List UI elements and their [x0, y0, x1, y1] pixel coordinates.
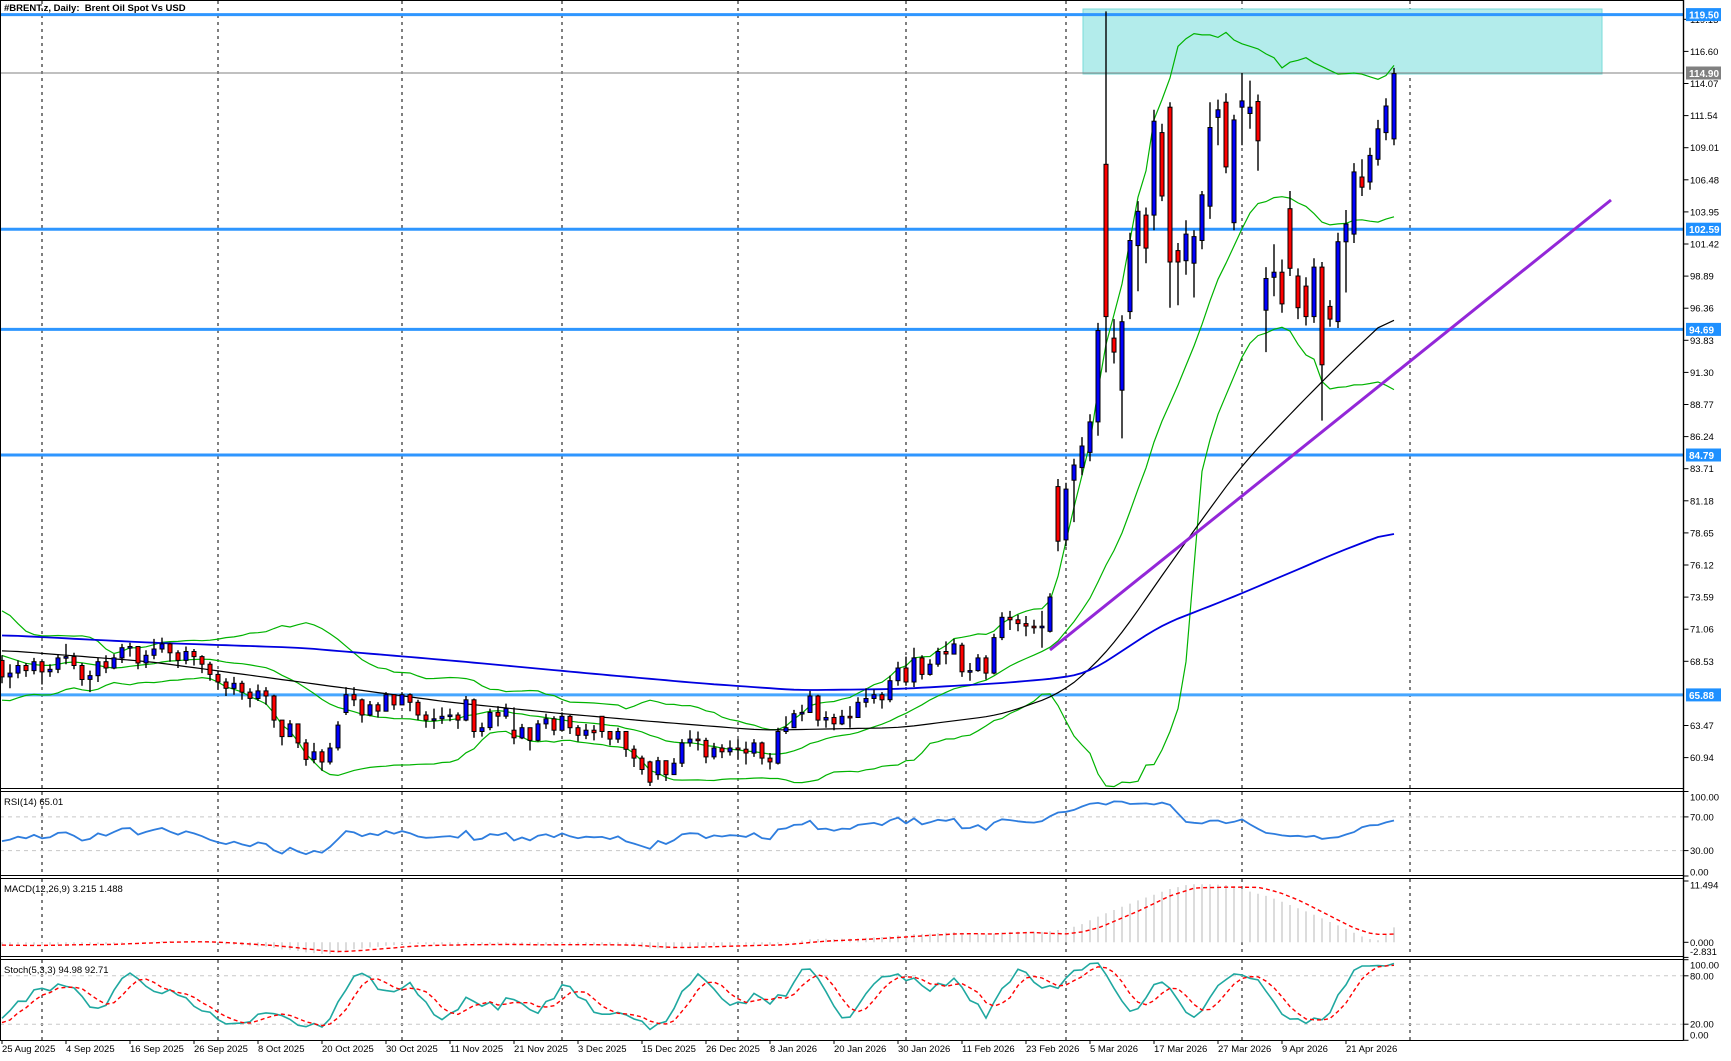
svg-text:70.00: 70.00	[1690, 812, 1714, 823]
svg-text:84.79: 84.79	[1689, 451, 1714, 462]
svg-text:119.50: 119.50	[1689, 11, 1719, 22]
svg-text:11 Feb 2026: 11 Feb 2026	[962, 1044, 1015, 1055]
svg-text:63.47: 63.47	[1690, 721, 1714, 732]
svg-text:20 Jan 2026: 20 Jan 2026	[834, 1044, 886, 1055]
svg-text:20.00: 20.00	[1690, 1020, 1714, 1031]
svg-text:114.90: 114.90	[1689, 69, 1719, 80]
svg-text:23 Feb 2026: 23 Feb 2026	[1026, 1044, 1079, 1055]
svg-text:81.18: 81.18	[1690, 496, 1714, 507]
svg-text:-2.831: -2.831	[1690, 947, 1717, 958]
svg-text:25 Aug 2025: 25 Aug 2025	[2, 1044, 55, 1055]
svg-text:16 Sep 2025: 16 Sep 2025	[130, 1044, 184, 1055]
svg-text:4 Sep 2025: 4 Sep 2025	[66, 1044, 115, 1055]
svg-text:MACD(12,26,9) 3.215 1.488: MACD(12,26,9) 3.215 1.488	[4, 884, 123, 895]
svg-text:27 Mar 2026: 27 Mar 2026	[1218, 1044, 1271, 1055]
svg-text:30.00: 30.00	[1690, 846, 1714, 857]
svg-text:96.36: 96.36	[1690, 304, 1714, 315]
svg-text:26 Dec 2025: 26 Dec 2025	[706, 1044, 760, 1055]
svg-text:11.494: 11.494	[1690, 881, 1718, 892]
svg-text:109.01: 109.01	[1690, 143, 1719, 154]
svg-text:80.00: 80.00	[1690, 971, 1714, 982]
svg-text:94.69: 94.69	[1689, 325, 1714, 336]
svg-text:RSI(14) 65.01: RSI(14) 65.01	[4, 797, 63, 808]
svg-text:30 Jan 2026: 30 Jan 2026	[898, 1044, 950, 1055]
svg-text:68.53: 68.53	[1690, 657, 1714, 668]
svg-text:Stoch(5,3,3) 94.98 92.71: Stoch(5,3,3) 94.98 92.71	[4, 965, 109, 976]
svg-text:21 Nov 2025: 21 Nov 2025	[514, 1044, 568, 1055]
svg-text:103.95: 103.95	[1690, 207, 1719, 218]
svg-text:83.71: 83.71	[1690, 464, 1714, 475]
svg-text:114.07: 114.07	[1690, 79, 1718, 90]
svg-text:102.59: 102.59	[1689, 225, 1720, 236]
svg-text:86.24: 86.24	[1690, 432, 1714, 443]
svg-text:60.94: 60.94	[1690, 753, 1714, 764]
svg-text:#BRENT.z, Daily: Brent Oil Sp: #BRENT.z, Daily: Brent Oil Spot Vs USD	[4, 3, 186, 14]
svg-text:26 Sep 2025: 26 Sep 2025	[194, 1044, 248, 1055]
svg-text:30 Oct 2025: 30 Oct 2025	[386, 1044, 438, 1055]
svg-text:9 Apr 2026: 9 Apr 2026	[1282, 1044, 1328, 1055]
svg-text:98.89: 98.89	[1690, 272, 1714, 283]
svg-text:0.00: 0.00	[1690, 868, 1709, 879]
svg-text:76.12: 76.12	[1690, 561, 1714, 572]
svg-text:17 Mar 2026: 17 Mar 2026	[1154, 1044, 1207, 1055]
svg-text:11 Nov 2025: 11 Nov 2025	[450, 1044, 503, 1055]
svg-text:106.48: 106.48	[1690, 175, 1719, 186]
svg-text:101.42: 101.42	[1690, 240, 1719, 251]
svg-text:0.00: 0.00	[1690, 1031, 1709, 1042]
svg-text:116.60: 116.60	[1690, 47, 1718, 58]
svg-text:0.000: 0.000	[1690, 938, 1714, 949]
svg-text:88.77: 88.77	[1690, 400, 1714, 411]
svg-text:100.00: 100.00	[1690, 961, 1719, 972]
svg-text:78.65: 78.65	[1690, 528, 1714, 539]
svg-text:8 Oct 2025: 8 Oct 2025	[258, 1044, 304, 1055]
svg-text:73.59: 73.59	[1690, 593, 1714, 604]
svg-text:8 Jan 2026: 8 Jan 2026	[770, 1044, 817, 1055]
svg-text:65.88: 65.88	[1689, 691, 1714, 702]
svg-text:93.83: 93.83	[1690, 336, 1714, 347]
svg-text:111.54: 111.54	[1690, 111, 1718, 122]
svg-text:71.06: 71.06	[1690, 625, 1714, 636]
svg-text:100.00: 100.00	[1690, 793, 1719, 804]
svg-text:20 Oct 2025: 20 Oct 2025	[322, 1044, 374, 1055]
svg-text:91.30: 91.30	[1690, 368, 1714, 379]
svg-text:15 Dec 2025: 15 Dec 2025	[642, 1044, 696, 1055]
svg-text:3 Dec 2025: 3 Dec 2025	[578, 1044, 627, 1055]
svg-text:5 Mar 2026: 5 Mar 2026	[1090, 1044, 1138, 1055]
svg-text:21 Apr 2026: 21 Apr 2026	[1346, 1044, 1397, 1055]
